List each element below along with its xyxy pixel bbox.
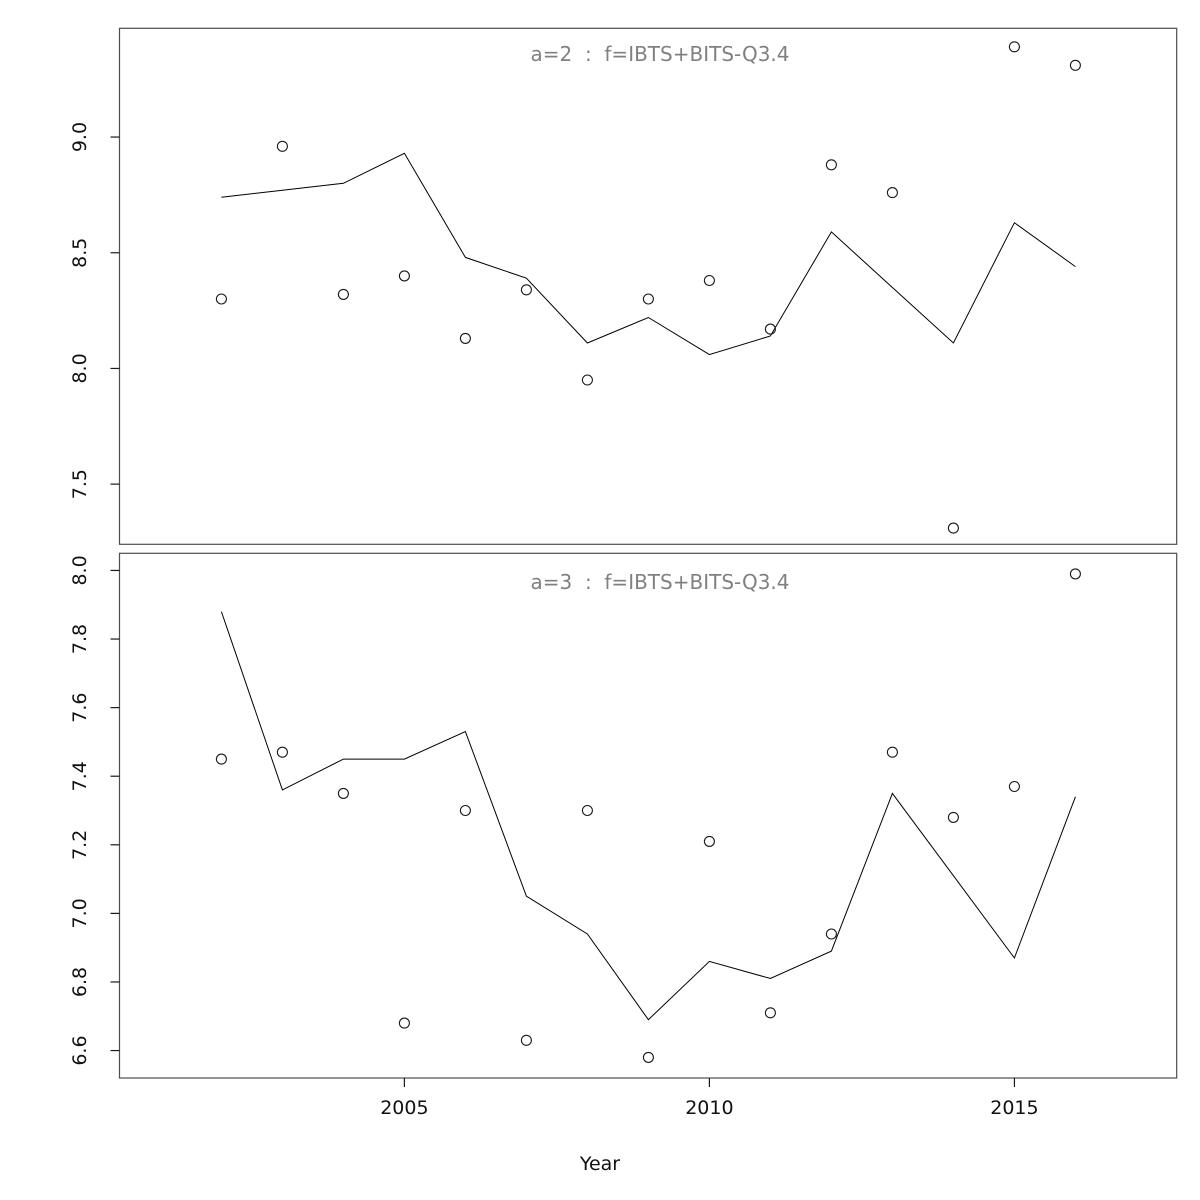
fitted-line — [220, 611, 1076, 1021]
data-point-circle — [459, 332, 471, 344]
x-axis-title: Year — [579, 1153, 620, 1175]
data-point-circle — [398, 270, 410, 282]
y-tick-label: 7.4 — [69, 761, 91, 791]
y-tick-label: 7.8 — [69, 624, 91, 654]
data-point-circle — [947, 522, 959, 534]
data-point-circle — [581, 374, 593, 386]
data-point-circle — [520, 284, 532, 296]
y-tick-label: 7.2 — [69, 830, 91, 860]
y-tick-label: 8.0 — [69, 555, 91, 585]
data-point-circle — [947, 811, 959, 823]
data-point-circle — [398, 1017, 410, 1029]
panel-frame — [118, 27, 1178, 545]
data-point-circle — [337, 787, 349, 799]
panel-2: a=3 : f=IBTS+BITS-Q3.4 6.6 6.8 7.0 7.2 7.4 7.6… — [69, 552, 1178, 1175]
panel-title: a=3 : f=IBTS+BITS-Q3.4 — [530, 570, 789, 594]
data-point-circle — [276, 140, 288, 152]
data-point-circle — [642, 1051, 654, 1063]
data-point-circle — [1069, 59, 1081, 71]
y-tick-label: 8.5 — [69, 238, 91, 268]
data-point-circle — [1008, 780, 1020, 793]
data-point-circle — [1069, 568, 1081, 580]
fitted-line — [221, 152, 1076, 356]
data-point-circle — [886, 746, 898, 758]
data-point-circle — [703, 835, 715, 847]
data-point-circle — [703, 274, 715, 287]
y-tick-label: 7.6 — [69, 693, 91, 723]
data-point-circle — [215, 753, 227, 765]
data-point-circle — [337, 288, 349, 300]
data-point-circle — [642, 293, 654, 305]
data-point-circle — [825, 159, 837, 171]
panel-1: a=2 : f=IBTS+BITS-Q3.4 7.5 8.0 8.5 9.0 — [69, 27, 1178, 545]
y-tick-label: 8.0 — [69, 353, 91, 383]
y-tick-label: 6.6 — [69, 1035, 91, 1065]
data-point-circle — [764, 1007, 776, 1019]
data-point-circle — [581, 804, 593, 817]
x-tick-label: 2010 — [685, 1097, 733, 1119]
y-tick-label: 7.5 — [69, 469, 91, 499]
y-tick-label: 9.0 — [69, 122, 91, 152]
data-point-circle — [1008, 41, 1020, 53]
data-point-circle — [215, 293, 227, 305]
x-tick-label: 2015 — [990, 1097, 1038, 1119]
panel-title: a=2 : f=IBTS+BITS-Q3.4 — [530, 42, 789, 66]
panel-frame — [118, 552, 1178, 1079]
data-point-circle — [520, 1034, 532, 1046]
data-point-circle — [886, 187, 898, 199]
x-tick-label: 2005 — [380, 1097, 428, 1119]
data-point-circle — [764, 323, 776, 335]
data-point-circle — [276, 746, 288, 758]
y-tick-label: 6.8 — [69, 967, 91, 997]
data-point-circle — [459, 804, 471, 817]
y-tick-label: 7.0 — [69, 898, 91, 928]
data-point-circle — [825, 928, 837, 940]
